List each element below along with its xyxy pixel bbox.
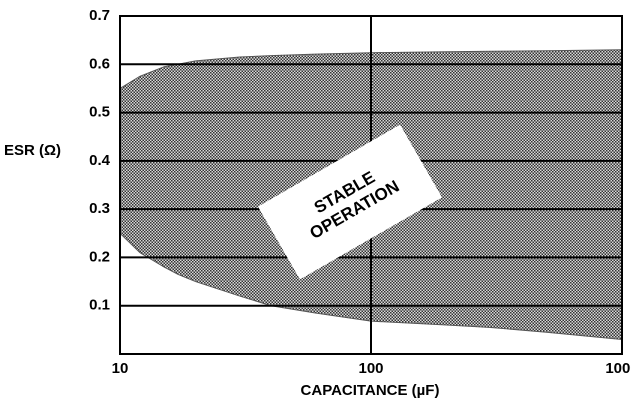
x-tick-label: 1000 [605,360,631,377]
y-tick-label: 0.3 [89,200,110,217]
x-tick-label: 10 [112,360,129,377]
x-tick-label: 100 [358,360,383,377]
annotation-background [257,124,443,280]
y-tick-label: 0.1 [89,297,110,314]
upper-boundary [119,49,623,89]
plot-frame [119,15,623,355]
y-tick-label: 0.5 [89,104,110,121]
y-tick-label: 0.4 [89,152,111,169]
y-tick-label: 0.2 [89,248,110,265]
y-axis-label: ESR (Ω) [4,142,61,159]
x-axis-label: CAPACITANCE (µF) [301,382,440,399]
y-tick-label: 0.6 [89,55,110,72]
y-tick-label: 0.7 [89,7,110,24]
